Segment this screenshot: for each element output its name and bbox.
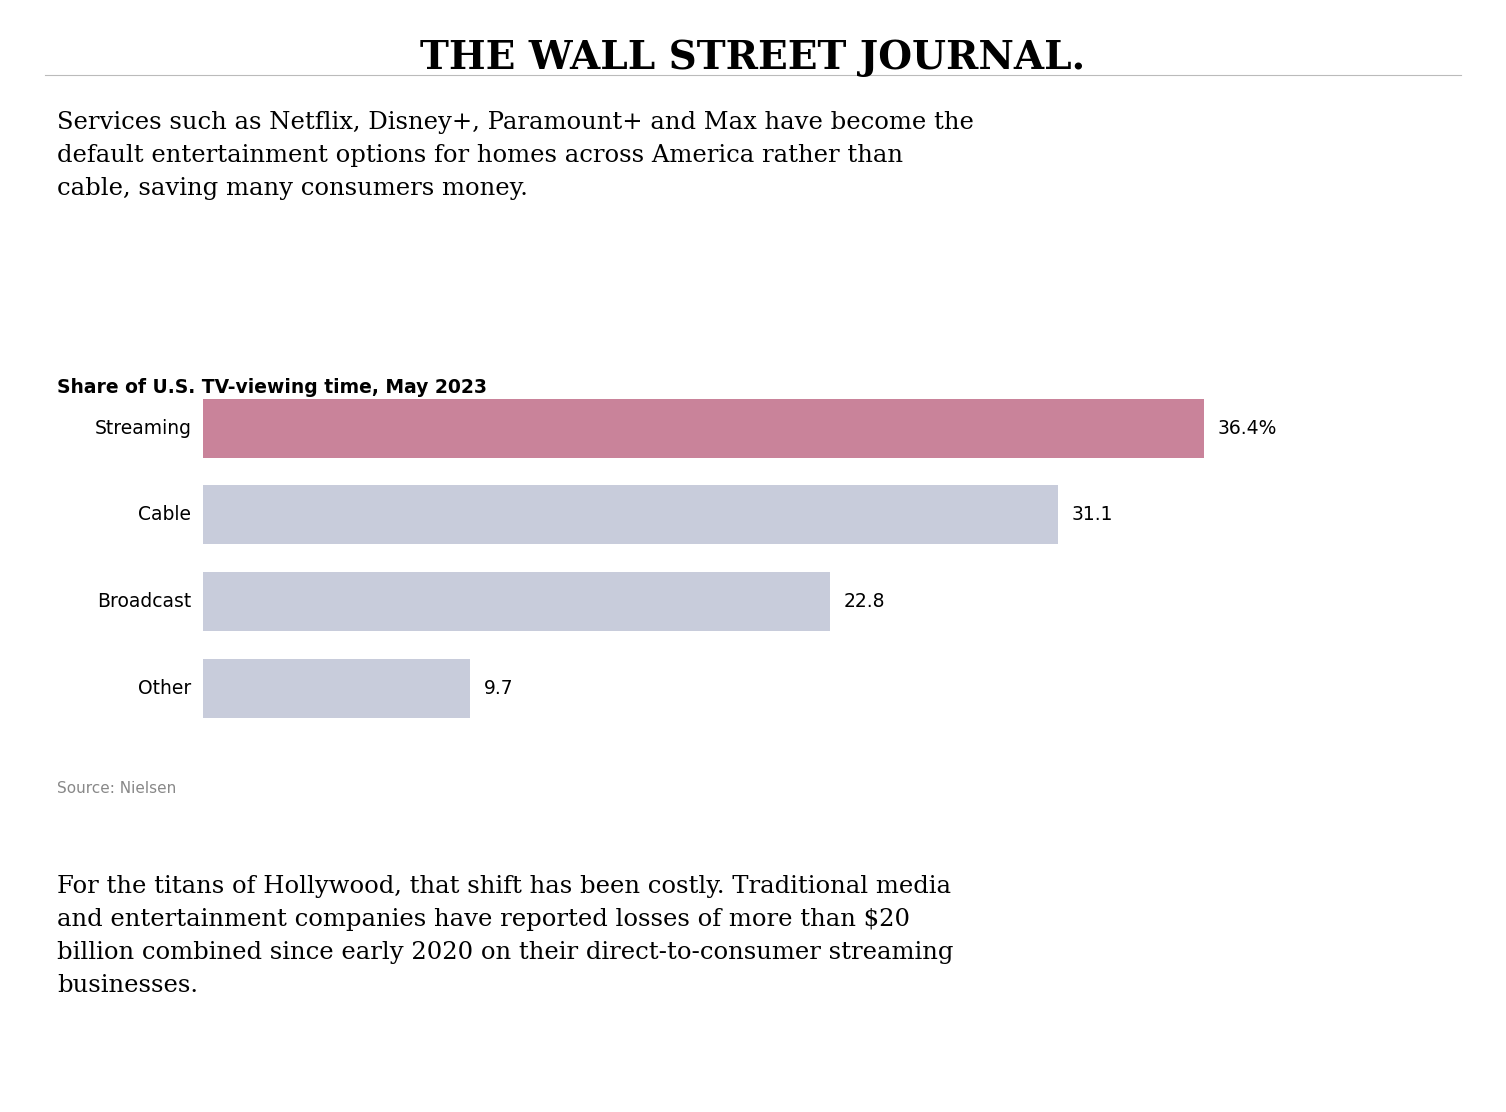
Text: 36.4%: 36.4% bbox=[1217, 418, 1277, 438]
FancyBboxPatch shape bbox=[203, 398, 1203, 458]
Text: Services such as Netflix, Disney+, Paramount+ and Max have become the
default en: Services such as Netflix, Disney+, Param… bbox=[57, 111, 974, 200]
Text: Streaming: Streaming bbox=[95, 418, 191, 438]
Text: Share of U.S. TV-viewing time, May 2023: Share of U.S. TV-viewing time, May 2023 bbox=[57, 378, 488, 397]
FancyBboxPatch shape bbox=[203, 572, 830, 632]
Text: 31.1: 31.1 bbox=[1072, 505, 1113, 525]
Text: THE WALL STREET JOURNAL.: THE WALL STREET JOURNAL. bbox=[420, 39, 1086, 77]
Text: Cable: Cable bbox=[139, 505, 191, 525]
Text: Other: Other bbox=[139, 678, 191, 698]
Text: For the titans of Hollywood, that shift has been costly. Traditional media
and e: For the titans of Hollywood, that shift … bbox=[57, 875, 953, 996]
FancyBboxPatch shape bbox=[203, 658, 470, 718]
Text: Source: Nielsen: Source: Nielsen bbox=[57, 781, 176, 795]
Text: 9.7: 9.7 bbox=[483, 678, 514, 698]
Text: Broadcast: Broadcast bbox=[96, 592, 191, 612]
FancyBboxPatch shape bbox=[203, 485, 1059, 544]
Text: 22.8: 22.8 bbox=[843, 592, 886, 612]
